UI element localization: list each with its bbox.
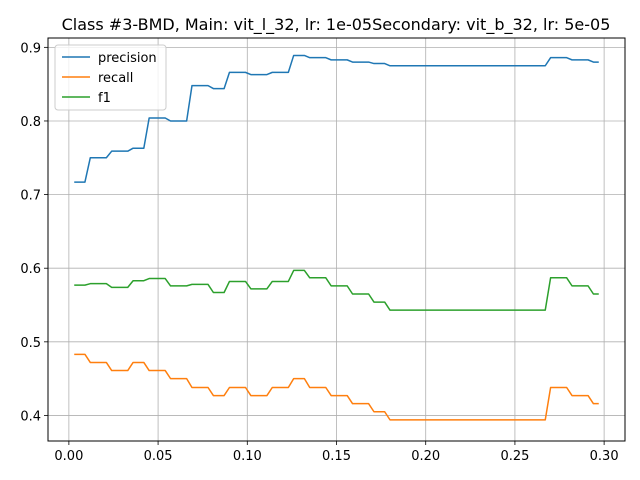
x-tick-label: 0.20 [411,449,440,464]
series-line-f1 [74,269,599,311]
y-axis: 0.4 0.5 0.6 0.7 0.8 0.9 [20,41,48,424]
x-tick-label: 0.15 [322,449,351,464]
y-tick-label: 0.5 [20,336,41,351]
x-axis: 0.00 0.05 0.10 0.15 0.20 0.25 0.30 [54,441,619,464]
y-tick-label: 0.6 [20,262,41,277]
grid [48,38,625,441]
legend-box [54,44,167,111]
series-line-precision [74,54,599,183]
series-lines [74,54,599,421]
chart-title: Class #3-BMD, Main: vit_l_32, lr: 1e-05S… [62,15,611,35]
legend: precision recall f1 [54,44,167,111]
y-tick-label: 0.7 [20,189,41,204]
x-tick-label: 0.30 [590,449,619,464]
y-tick-label: 0.8 [20,115,41,130]
y-tick-label: 0.4 [20,409,41,424]
legend-label-precision: precision [98,51,157,66]
x-tick-label: 0.10 [233,449,262,464]
x-tick-label: 0.00 [54,449,83,464]
legend-label-f1: f1 [98,91,111,106]
legend-label-recall: recall [98,71,133,86]
series-line-recall [74,353,599,421]
y-tick-label: 0.9 [20,41,41,56]
x-tick-label: 0.25 [500,449,529,464]
x-tick-label: 0.05 [144,449,173,464]
